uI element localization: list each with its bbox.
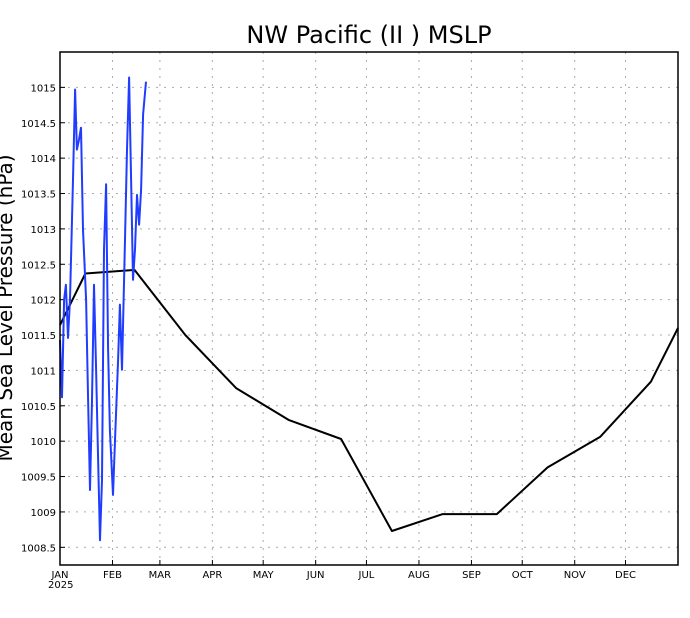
y-tick-label: 1012 (31, 296, 56, 307)
ticks: 1008.5 1009 1009.5 1010 1010.5 1011 1011.5 1012… (21, 83, 636, 581)
y-tick-label: 1010 (31, 437, 56, 448)
x-tick-label: JAN (50, 570, 68, 581)
x-tick-label: FEB (103, 570, 122, 581)
year-label: 2025 (48, 580, 73, 591)
y-tick-label: 1009.5 (21, 473, 56, 484)
x-tick-label: APR (202, 570, 222, 581)
y-tick-label: 1008.5 (21, 543, 56, 554)
series-line-climatology (59, 268, 679, 532)
y-tick-label: 1013.5 (21, 190, 56, 201)
x-tick-label: OCT (512, 570, 534, 581)
grid (60, 52, 678, 565)
y-tick-label: 1014 (31, 154, 56, 165)
chart-title: NW Pacific (II ) MSLP (246, 21, 491, 49)
x-tick-label: NOV (564, 570, 586, 581)
y-tick-label: 1013 (31, 225, 56, 236)
series (59, 76, 679, 542)
y-axis-label: Mean Sea Level Pressure (hPa) (0, 154, 17, 461)
x-tick-label: AUG (408, 570, 430, 581)
series-line-2025 (59, 76, 147, 542)
x-tick-label: MAR (149, 570, 171, 581)
y-tick-label: 1011.5 (21, 331, 56, 342)
plot-frame (59, 51, 679, 566)
y-tick-label: 1009 (31, 508, 56, 519)
x-tick-label: JUN (306, 570, 325, 581)
x-tick-label: DEC (615, 570, 636, 581)
y-tick-label: 1015 (31, 83, 56, 94)
y-tick-label: 1012.5 (21, 260, 56, 271)
y-tick-label: 1014.5 (21, 119, 56, 130)
x-tick-label: JUL (358, 570, 375, 581)
x-tick-label: SEP (462, 570, 481, 581)
y-tick-label: 1010.5 (21, 402, 56, 413)
y-tick-label: 1011 (31, 366, 56, 377)
x-tick-label: MAY (253, 570, 275, 581)
